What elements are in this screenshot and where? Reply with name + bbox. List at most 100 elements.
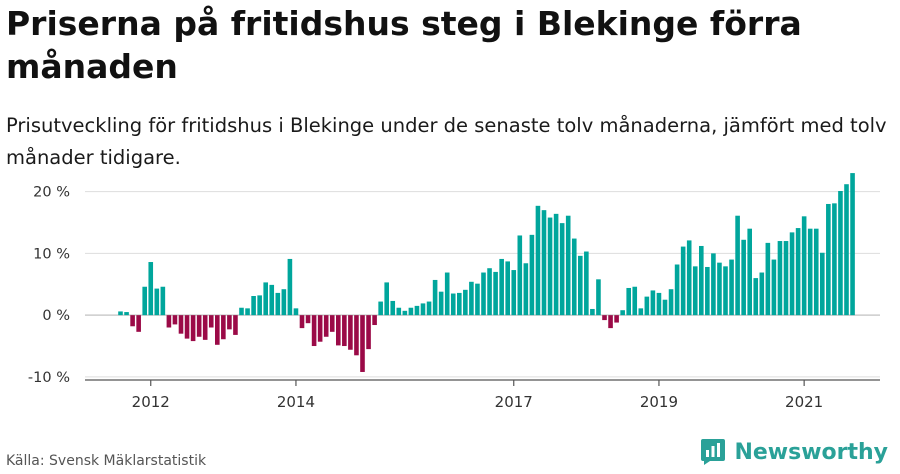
bar: [281, 289, 287, 316]
bar: [360, 315, 365, 372]
bar: [190, 315, 196, 342]
bar: [692, 266, 698, 316]
bar: [317, 315, 323, 342]
bar: [239, 307, 244, 316]
bar: [753, 278, 759, 316]
bar: [789, 232, 795, 316]
bar: [517, 235, 523, 316]
bar: [463, 289, 468, 316]
bar: [614, 315, 619, 323]
y-tick-label: 10 %: [33, 246, 70, 262]
bar: [729, 259, 734, 316]
bar: [499, 258, 504, 316]
bar: [747, 228, 752, 316]
bar: [342, 315, 347, 347]
y-tick-label: -10 %: [28, 370, 70, 386]
bar: [571, 238, 577, 316]
bar: [765, 242, 771, 316]
bar: [565, 215, 571, 316]
bar: [124, 312, 129, 316]
bar: [511, 270, 517, 316]
bar: [384, 282, 389, 316]
bar: [329, 315, 335, 332]
bar: [426, 301, 432, 316]
bar: [578, 255, 583, 316]
bar: [118, 311, 123, 316]
bar: [735, 215, 740, 316]
bar: [414, 305, 420, 316]
bar: [547, 217, 553, 316]
x-tick-label: 2019: [640, 393, 678, 411]
bar: [136, 315, 141, 332]
bar: [408, 307, 414, 316]
brand-logo: Newsworthy: [700, 438, 888, 466]
bar: [826, 203, 831, 316]
bar: [832, 203, 837, 316]
bar: [221, 315, 226, 340]
bar: [257, 295, 262, 316]
bar: [481, 272, 486, 316]
bar: [293, 308, 299, 316]
bar: [608, 315, 613, 329]
bar: [172, 315, 178, 325]
bar: [541, 210, 547, 316]
bar: [656, 292, 662, 316]
y-tick-label: 0 %: [42, 308, 70, 324]
bar: [323, 315, 329, 337]
bar: [305, 315, 311, 324]
bar: [251, 296, 256, 316]
bar: [245, 308, 250, 316]
bar: [820, 252, 825, 316]
bar: [759, 272, 765, 316]
bar: [420, 303, 426, 316]
bar: [680, 246, 686, 316]
bar: [717, 262, 722, 316]
bar: [227, 315, 232, 330]
bar: [850, 173, 855, 316]
bar: [311, 315, 317, 347]
bar: [142, 286, 147, 316]
bar: [366, 315, 371, 350]
bar: [202, 315, 208, 340]
bar: [444, 272, 450, 316]
bar: [336, 315, 341, 346]
bar: [215, 315, 220, 345]
bar: [711, 253, 716, 316]
bar: [632, 286, 638, 316]
bar: [493, 271, 498, 316]
bar: [348, 315, 353, 350]
bar: [535, 205, 541, 316]
bar: [662, 299, 668, 316]
axes: [85, 379, 880, 386]
bar: [166, 315, 172, 328]
bar: [705, 266, 710, 316]
bar: [469, 281, 474, 316]
bar: [699, 245, 704, 316]
newsworthy-logo-icon: [701, 439, 726, 465]
bar: [269, 284, 275, 316]
bar: [275, 292, 281, 316]
bar: [233, 315, 238, 335]
bar: [372, 315, 377, 326]
labels: 20 %10 %0 %-10 %2012201420172019202123 %: [28, 185, 823, 411]
bar: [844, 184, 849, 316]
bar: [783, 241, 789, 316]
bar: [432, 279, 438, 316]
bar: [450, 293, 456, 316]
bar-chart: 20 %10 %0 %-10 %2012201420172019202123 %: [28, 173, 880, 411]
bar: [438, 291, 444, 316]
bar: [626, 287, 631, 316]
bar: [801, 216, 807, 316]
bar: [148, 262, 154, 316]
x-tick-label: 2012: [132, 393, 170, 411]
bar: [208, 315, 214, 328]
bar: [457, 292, 462, 316]
bar: [154, 288, 160, 316]
bar: [668, 289, 674, 316]
bar: [771, 259, 777, 316]
bar-series: [118, 173, 855, 372]
bar: [196, 315, 202, 337]
bar: [650, 290, 656, 316]
bar: [178, 315, 184, 334]
bar: [813, 228, 819, 316]
